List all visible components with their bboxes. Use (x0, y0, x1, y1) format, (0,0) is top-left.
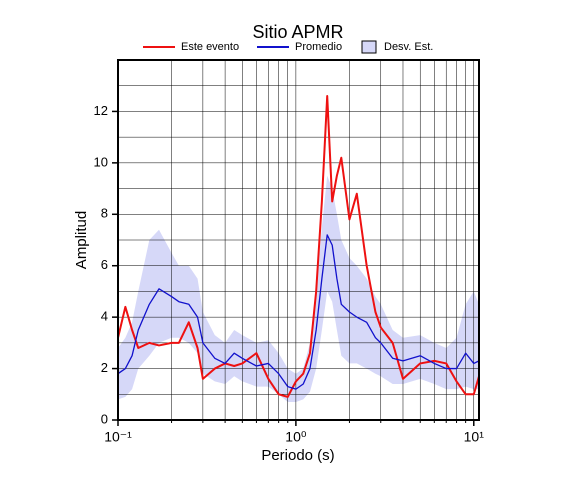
chart-title: Sitio APMR (252, 22, 343, 42)
x-tick-label: 10⁰ (285, 429, 307, 445)
x-tick-label: 10¹ (464, 429, 485, 445)
series-line (117, 95, 480, 398)
std-band (118, 175, 479, 402)
y-tick-label: 6 (101, 257, 108, 272)
x-axis-label: Periodo (s) (261, 447, 334, 464)
x-tick-label: 10⁻¹ (104, 429, 132, 445)
y-tick-label: 10 (94, 154, 108, 169)
y-tick-label: 8 (101, 206, 108, 221)
y-tick-label: 0 (101, 411, 108, 426)
legend-label: Desv. Est. (384, 41, 433, 53)
legend-swatch (361, 40, 377, 54)
series-line (117, 234, 480, 390)
y-tick-label: 4 (101, 309, 108, 324)
y-axis-label: Amplitud (73, 211, 90, 269)
y-tick-label: 12 (94, 103, 108, 118)
y-tick-label: 2 (101, 360, 108, 375)
plot-frame (117, 59, 480, 421)
legend-label: Este evento (181, 41, 239, 53)
legend-label: Promedio (295, 41, 342, 53)
